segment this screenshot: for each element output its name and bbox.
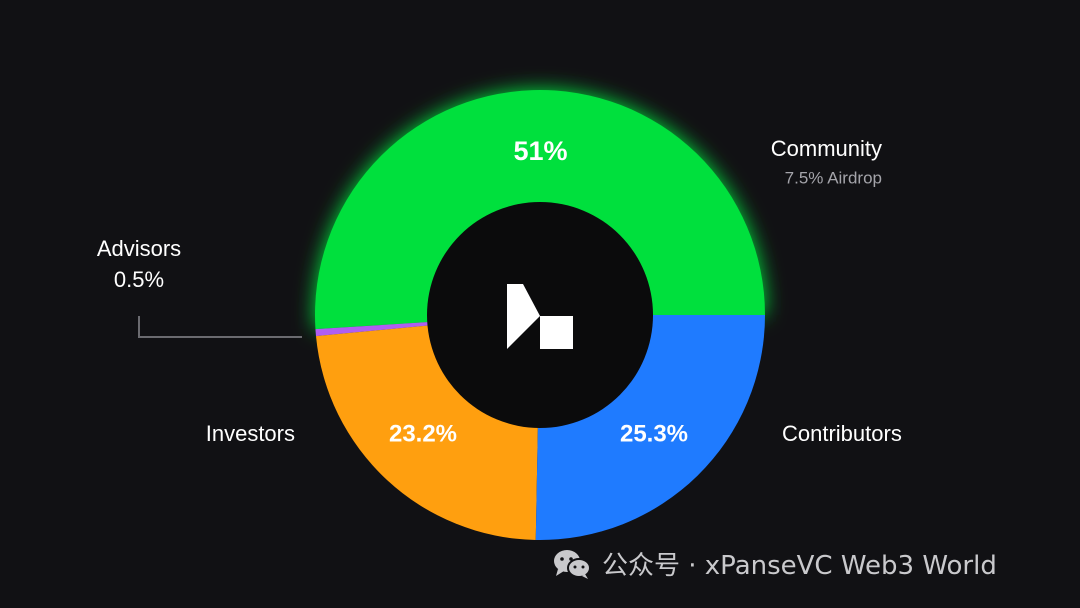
advisors-leader-line: [138, 316, 302, 338]
category-label-contributors: Contributors: [782, 421, 902, 446]
sub-label-airdrop: 7.5% Airdrop: [785, 168, 882, 187]
wechat-icon: [554, 549, 591, 579]
watermark-text: 公众号 · xPanseVC Web3 World: [602, 551, 997, 581]
data-label-community: 51%: [513, 136, 567, 166]
donut-hole: [427, 202, 653, 428]
labels-group: 51% 25.3% 23.2% Community 7.5% Airdrop Contri…: [97, 136, 902, 448]
brand-logo-icon: [507, 284, 573, 349]
category-label-investors: Investors: [206, 421, 295, 446]
category-label-advisors: Advisors: [97, 236, 181, 261]
category-label-community: Community: [771, 136, 882, 161]
watermark: 公众号 · xPanseVC Web3 World: [552, 545, 997, 582]
data-label-contributors: 25.3%: [620, 420, 688, 447]
data-label-advisors: 0.5%: [114, 267, 164, 292]
data-label-investors: 23.2%: [389, 420, 457, 447]
